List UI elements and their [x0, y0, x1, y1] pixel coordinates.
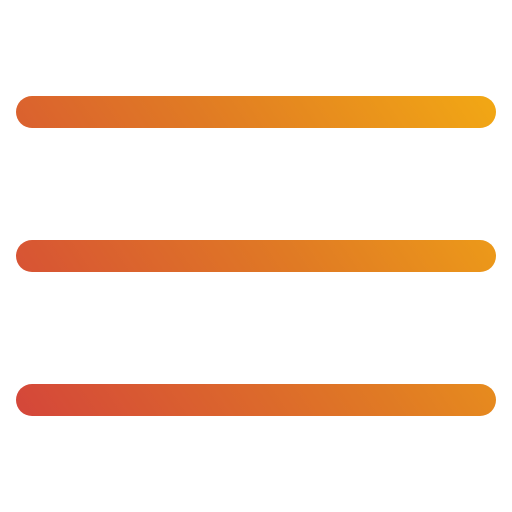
menu-bar-middle	[16, 240, 496, 272]
menu-bar-top	[16, 96, 496, 128]
menu-bar-bottom	[16, 384, 496, 416]
